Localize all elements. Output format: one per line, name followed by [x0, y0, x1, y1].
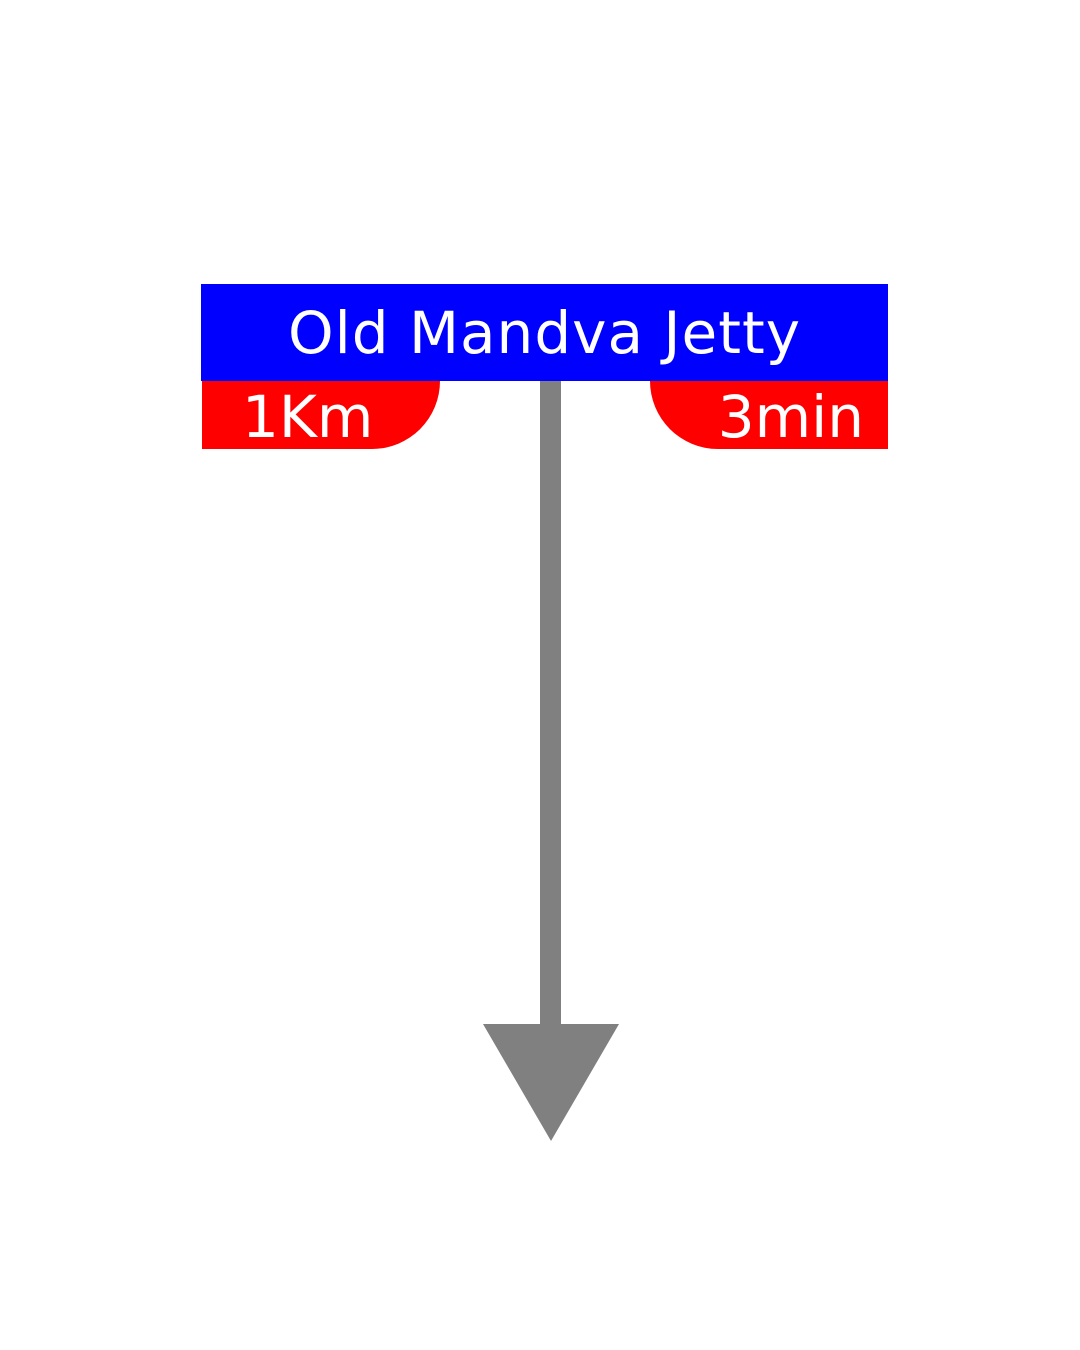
time-badge: 3min	[650, 381, 888, 451]
distance-badge: 1Km	[202, 381, 440, 451]
time-label: 3min	[717, 383, 864, 451]
destination-label: Old Mandva Jetty	[287, 298, 802, 367]
distance-label: 1Km	[242, 383, 374, 451]
arrow-down-icon-shaft	[540, 381, 561, 1026]
destination-banner: Old Mandva Jetty	[201, 284, 888, 381]
arrow-down-icon	[483, 1024, 619, 1141]
